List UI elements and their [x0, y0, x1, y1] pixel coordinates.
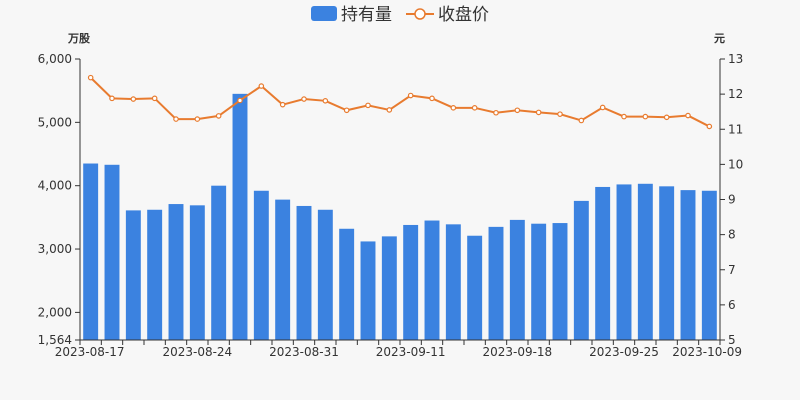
price-point — [621, 113, 627, 120]
right-axis-tick-label: 13 — [728, 52, 743, 66]
price-point — [557, 111, 563, 117]
price-point — [322, 97, 329, 104]
price-point — [301, 96, 307, 102]
price-point — [535, 109, 542, 116]
right-axis-unit: 元 — [714, 32, 725, 45]
left-axis-unit: 万股 — [67, 32, 91, 45]
price-point — [258, 83, 265, 89]
left-axis-tick-label: 4,000 — [38, 179, 72, 193]
bar — [253, 190, 269, 340]
price-point — [343, 107, 350, 114]
right-axis-tick-label: 8 — [728, 228, 736, 242]
left-axis-tick-label: 2,000 — [38, 305, 72, 319]
bar — [403, 224, 419, 340]
legend-bar-label: 持有量 — [341, 5, 392, 25]
price-point — [663, 114, 670, 121]
x-axis-tick-label: 2023-08-31 — [269, 345, 339, 359]
bar — [360, 241, 376, 340]
axes: 1,564 2,000 3,000 4,000 5,000 6,000 5 6 7 8 9 10 11 1… — [38, 52, 744, 359]
bar — [701, 190, 717, 340]
bar — [147, 209, 163, 340]
legend-line-label: 收盘价 — [438, 5, 489, 25]
price-point — [642, 113, 649, 120]
bar — [424, 220, 440, 340]
right-axis-tick-label: 11 — [728, 122, 743, 136]
price-point — [109, 95, 115, 102]
price-line-path — [89, 76, 710, 128]
bar — [531, 223, 547, 340]
bar — [595, 186, 611, 340]
bar — [659, 186, 675, 340]
legend: 持有量 收盘价 — [311, 5, 489, 25]
bar — [488, 226, 504, 340]
price-point — [237, 97, 243, 104]
price-point — [407, 92, 414, 99]
right-axis-tick-label: 5 — [728, 333, 736, 347]
x-axis-tick-label: 2023-08-17 — [55, 345, 125, 359]
bar — [467, 235, 483, 340]
price-point — [215, 113, 222, 119]
price-point — [599, 104, 606, 111]
price-point — [386, 107, 393, 113]
price-point — [706, 123, 713, 130]
bar — [168, 204, 184, 340]
left-axis-tick-label: 5,000 — [38, 115, 72, 129]
bar — [104, 164, 120, 340]
price-point — [87, 74, 94, 81]
bar — [680, 190, 696, 340]
bar — [552, 223, 568, 340]
left-axis-tick-label: 1,564 — [38, 333, 72, 347]
line-series — [87, 74, 713, 130]
x-axis-tick-label: 2023-09-25 — [589, 345, 659, 359]
price-point — [514, 107, 521, 114]
price-point — [130, 96, 137, 102]
bar — [232, 93, 248, 341]
price-point — [685, 112, 691, 119]
price-point — [279, 101, 286, 108]
bar — [83, 163, 99, 340]
bar — [211, 185, 227, 340]
bar — [125, 210, 141, 340]
price-point — [429, 95, 435, 102]
right-axis-tick-label: 12 — [728, 87, 743, 101]
bar — [445, 224, 461, 340]
right-axis-tick-label: 7 — [728, 263, 736, 277]
right-axis-tick-label: 9 — [728, 193, 736, 207]
price-point — [471, 105, 478, 111]
x-axis-tick-label: 2023-10-09 — [672, 345, 742, 359]
bar-series — [83, 93, 717, 341]
price-point — [365, 102, 371, 109]
right-axis-tick-label: 10 — [728, 157, 743, 171]
x-axis-tick-label: 2023-09-18 — [482, 345, 552, 359]
price-point — [151, 95, 158, 102]
bar — [339, 228, 355, 340]
price-point — [450, 105, 457, 111]
bar — [573, 200, 589, 340]
bar — [296, 205, 312, 340]
price-point — [194, 116, 201, 122]
bar — [637, 183, 653, 340]
legend-line-marker — [414, 8, 426, 20]
x-axis-tick-label: 2023-08-24 — [162, 345, 232, 359]
bar — [616, 184, 632, 340]
right-axis-tick-label: 6 — [728, 298, 736, 312]
left-axis-tick-label: 3,000 — [38, 242, 72, 256]
bar — [381, 236, 397, 340]
price-point — [578, 117, 585, 124]
bar — [189, 205, 205, 340]
price-point — [173, 116, 179, 122]
x-axis-tick-label: 2023-09-11 — [376, 345, 446, 359]
price-point — [493, 109, 499, 116]
legend-bar-swatch — [311, 6, 337, 21]
bar — [509, 219, 525, 340]
bar — [317, 209, 333, 340]
bar — [275, 199, 291, 340]
left-axis-tick-label: 6,000 — [38, 52, 72, 66]
